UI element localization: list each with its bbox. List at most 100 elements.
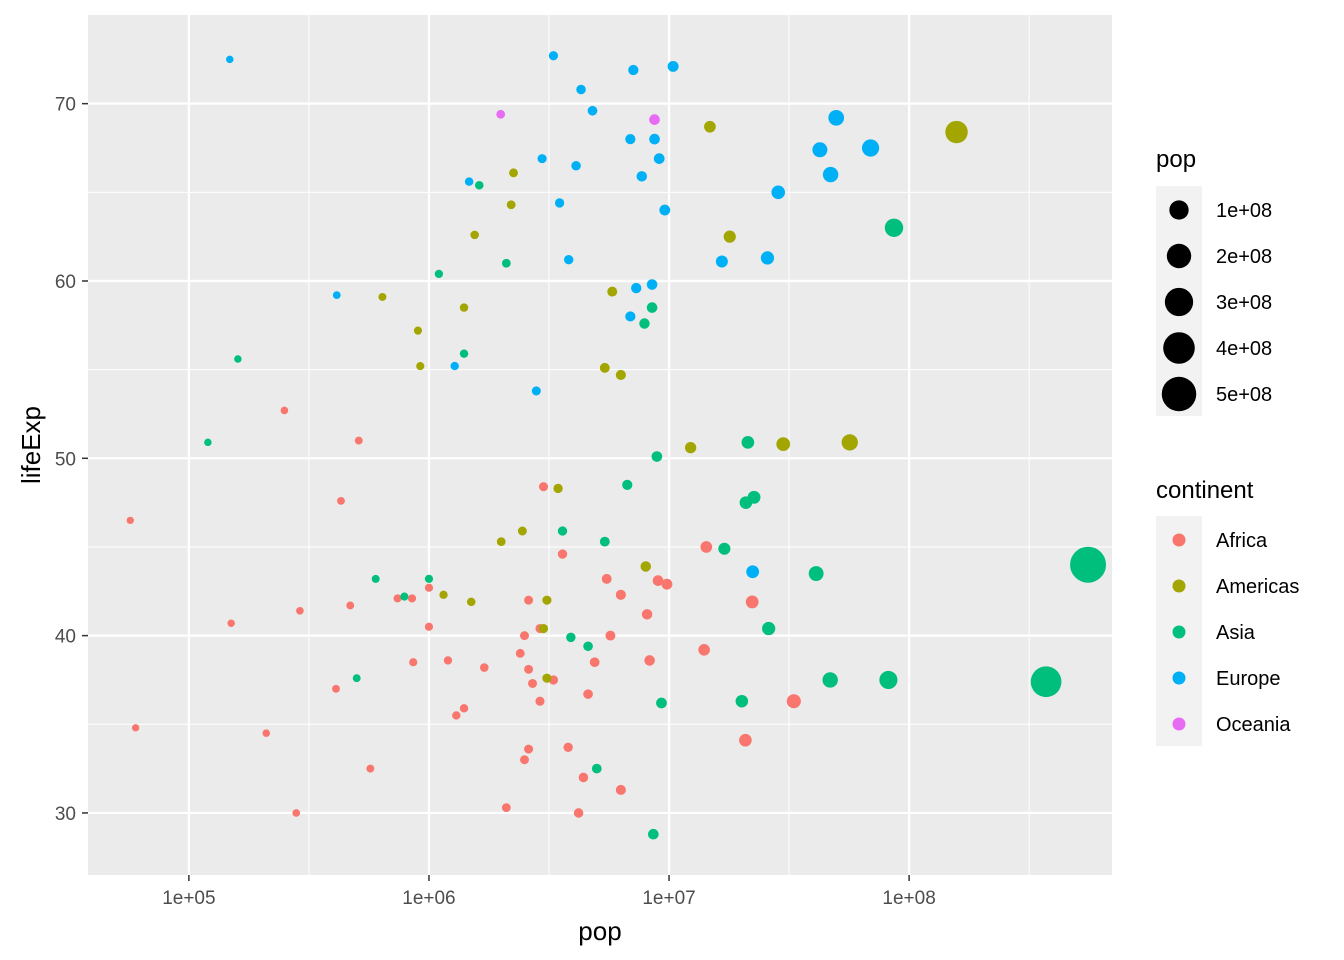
data-point-europe [537, 154, 547, 164]
data-point-americas [542, 673, 552, 683]
data-point-europe [715, 255, 728, 268]
color-legend-key [1172, 717, 1186, 731]
data-point-asia [762, 621, 776, 636]
data-point-africa [515, 648, 525, 658]
data-point-africa [601, 573, 612, 584]
data-point-asia [501, 258, 511, 268]
color-legend-label: Americas [1216, 576, 1299, 598]
data-point-africa [131, 724, 140, 732]
size-legend-key [1163, 332, 1195, 364]
data-point-europe [631, 282, 642, 294]
y-axis: 30 40 50 60 70 [55, 95, 88, 825]
data-point-africa [227, 619, 235, 627]
y-tick-label: 30 [55, 804, 76, 825]
data-point-europe [548, 51, 559, 61]
data-point-americas [416, 362, 425, 371]
data-point-africa [615, 784, 626, 795]
grid-minor [88, 15, 1112, 875]
data-point-africa [366, 764, 375, 773]
data-point-africa [589, 657, 600, 668]
data-point-europe [531, 386, 541, 396]
size-legend-label: 4e+08 [1216, 338, 1272, 360]
data-point-asia [474, 180, 484, 190]
size-legend-label: 2e+08 [1216, 246, 1272, 268]
data-point-europe [822, 166, 839, 183]
data-point-americas [459, 303, 469, 312]
data-point-africa [407, 594, 417, 603]
x-tick-label: 1e+05 [162, 888, 215, 909]
data-point-africa [528, 678, 538, 689]
data-point-africa [652, 575, 664, 586]
data-point-oceania [496, 109, 506, 119]
data-point-americas [684, 442, 697, 454]
size-legend-key [1164, 287, 1194, 317]
data-point-americas [466, 597, 476, 607]
data-point-americas [413, 326, 423, 335]
data-point-asia [822, 672, 838, 688]
data-point-asia [434, 269, 444, 279]
data-point-europe [625, 311, 636, 322]
size-legend-label: 3e+08 [1216, 292, 1272, 314]
data-point-americas [542, 595, 552, 605]
data-points [126, 51, 1107, 840]
data-point-africa [479, 663, 489, 672]
data-point-africa [745, 595, 759, 609]
data-point-asia [234, 355, 242, 363]
data-point-europe [828, 110, 845, 126]
data-point-europe [628, 64, 639, 76]
data-point-americas [599, 362, 610, 373]
data-point-asia [741, 436, 755, 449]
x-axis: 1e+05 1e+06 1e+07 1e+08 [162, 875, 936, 909]
data-point-europe [771, 185, 786, 200]
data-point-europe [812, 142, 828, 158]
data-point-americas [776, 437, 791, 451]
plot-panel [88, 15, 1112, 875]
data-point-africa [393, 594, 402, 603]
data-point-americas [496, 537, 506, 547]
data-point-europe [667, 60, 679, 72]
x-axis-title: pop [578, 916, 621, 946]
data-point-asia [1070, 546, 1107, 583]
data-point-europe [653, 153, 665, 164]
data-point-africa [337, 496, 345, 505]
color-legend-key [1172, 671, 1186, 685]
data-point-africa [605, 630, 616, 641]
data-point-asia [747, 490, 761, 504]
data-point-africa [424, 622, 434, 631]
color-legend-label: Oceania [1216, 714, 1291, 736]
data-point-americas [378, 292, 387, 301]
data-point-europe [659, 204, 671, 216]
data-point-africa [661, 578, 673, 590]
data-point-africa [563, 742, 573, 753]
data-point-asia [424, 574, 434, 583]
data-point-africa [126, 516, 134, 525]
size-legend-key [1169, 200, 1189, 220]
data-point-asia [879, 670, 898, 690]
y-tick-label: 40 [55, 627, 76, 648]
data-point-asia [459, 349, 469, 358]
data-point-africa [524, 664, 534, 674]
data-point-asia [557, 526, 568, 536]
data-point-africa [459, 704, 469, 713]
data-point-africa [520, 631, 529, 641]
size-legend-keys: 1e+08 2e+08 3e+08 4e+08 5e+08 [1161, 200, 1272, 412]
data-point-asia [400, 592, 409, 601]
data-point-asia [651, 451, 663, 462]
color-legend-label: Asia [1216, 622, 1256, 644]
data-point-africa [452, 711, 461, 720]
data-point-asia [808, 566, 824, 581]
size-legend-key [1166, 243, 1192, 269]
data-point-europe [576, 84, 586, 95]
data-point-africa [786, 694, 801, 709]
data-point-americas [640, 561, 652, 572]
y-tick-label: 60 [55, 272, 76, 293]
data-point-europe [760, 251, 775, 265]
data-point-europe [746, 565, 760, 579]
data-point-europe [646, 279, 658, 290]
data-point-africa [262, 729, 271, 737]
data-point-africa [583, 689, 593, 699]
y-axis-title: lifeExp [16, 406, 46, 484]
data-point-africa [292, 809, 301, 817]
data-point-asia [1030, 666, 1062, 698]
